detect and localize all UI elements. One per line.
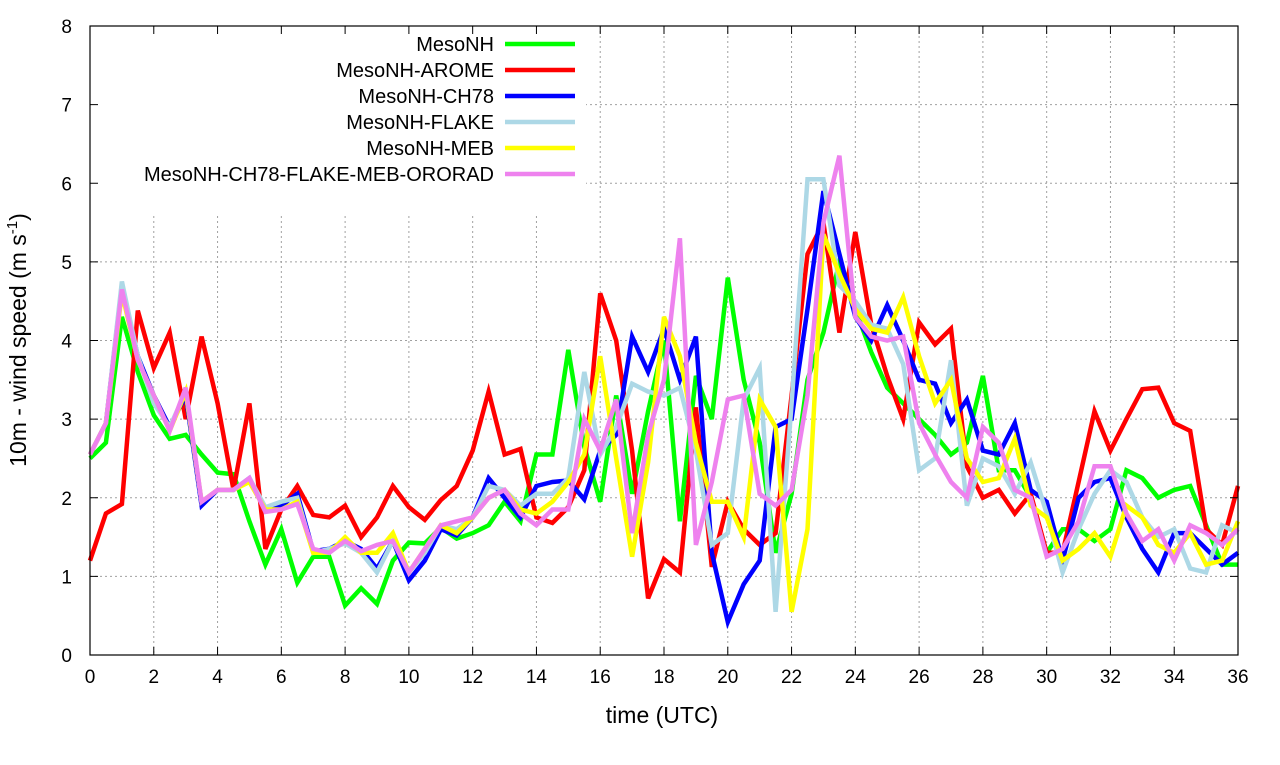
y-tick-label: 2 <box>61 489 72 510</box>
y-axis-label-sup: -1 <box>4 221 21 234</box>
y-tick-label: 8 <box>61 17 72 38</box>
y-tick-label: 7 <box>61 96 72 117</box>
x-tick-label: 28 <box>972 667 993 688</box>
y-tick-label: 0 <box>61 646 72 667</box>
x-tick-label: 32 <box>1100 667 1121 688</box>
x-tick-label: 10 <box>398 667 419 688</box>
y-tick-label: 6 <box>61 174 72 195</box>
y-tick-label: 4 <box>61 332 72 353</box>
y-axis-label-main: 10m - wind speed (m s <box>5 234 31 467</box>
legend-label: MesoNH-CH78-FLAKE-MEB-ORORAD <box>144 164 494 186</box>
legend-label: MesoNH-CH78 <box>358 86 494 108</box>
y-tick-label: 1 <box>61 567 72 588</box>
y-tick-label: 3 <box>61 410 72 431</box>
legend-label: MesoNH-AROME <box>336 60 494 82</box>
x-tick-label: 36 <box>1227 667 1248 688</box>
x-tick-label: 14 <box>526 667 548 688</box>
x-axis-label: time (UTC) <box>606 702 718 728</box>
series-line-mesonh-ch78-flake-meb-ororad <box>87 155 1240 577</box>
x-tick-label: 20 <box>717 667 738 688</box>
legend-background <box>91 27 586 215</box>
x-tick-label: 4 <box>212 667 223 688</box>
x-tick-label: 16 <box>590 667 611 688</box>
x-tick-label: 18 <box>653 667 674 688</box>
legend-label: MesoNH-FLAKE <box>346 112 494 134</box>
series-line-mesonh-flake <box>87 177 1239 612</box>
x-tick-label: 2 <box>148 667 159 688</box>
x-tick-label: 6 <box>276 667 287 688</box>
axis-ticks: 0 2 4 6 8 10 12 14 16 18 20 22 24 26 28 30 32 34 360123456… <box>61 17 1248 688</box>
x-tick-label: 22 <box>781 667 802 688</box>
x-tick-label: 34 <box>1164 667 1186 688</box>
y-axis-label: 10m - wind speed (m s-1) <box>4 213 31 467</box>
x-tick-label: 30 <box>1036 667 1057 688</box>
y-axis-label-end: ) <box>5 213 31 221</box>
y-tick-label: 5 <box>61 253 72 274</box>
legend: MesoNH MesoNH-AROME MesoNH-CH78 MesoNH-FLAK… <box>144 34 575 186</box>
legend-label: MesoNH <box>416 34 494 56</box>
series-lines <box>87 155 1241 630</box>
x-tick-label: 24 <box>845 667 867 688</box>
legend-label: MesoNH-MEB <box>366 138 494 160</box>
x-tick-label: 12 <box>462 667 483 688</box>
x-tick-label: 26 <box>909 667 930 688</box>
x-tick-label: 0 <box>85 667 96 688</box>
x-tick-label: 8 <box>340 667 351 688</box>
